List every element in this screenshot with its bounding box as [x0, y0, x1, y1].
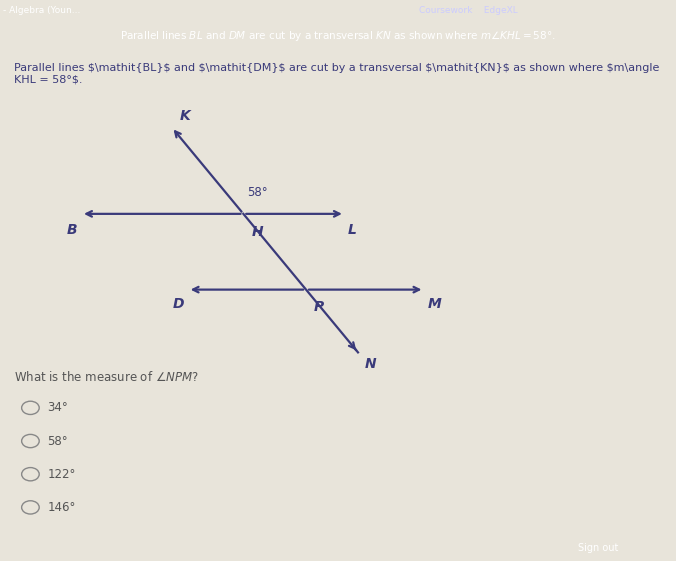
Text: P: P [314, 300, 324, 314]
Text: 122°: 122° [47, 468, 76, 481]
Text: K: K [180, 109, 191, 123]
Text: Sign out: Sign out [578, 542, 619, 553]
Text: L: L [348, 223, 357, 237]
Text: Parallel lines $\mathit{BL}$ and $\mathit{DM}$ are cut by a transversal $\mathit: Parallel lines $\mathit{BL}$ and $\mathi… [120, 29, 556, 43]
Text: 34°: 34° [47, 401, 68, 415]
Text: 146°: 146° [47, 501, 76, 514]
Text: - Algebra (Youn...: - Algebra (Youn... [3, 6, 80, 15]
Text: D: D [173, 297, 185, 311]
Text: B: B [67, 223, 78, 237]
Text: Coursework    EdgeXL: Coursework EdgeXL [419, 6, 518, 15]
Text: 58°: 58° [247, 186, 268, 199]
Text: 58°: 58° [47, 435, 68, 448]
Text: N: N [365, 357, 377, 371]
Text: H: H [251, 225, 263, 239]
Text: What is the measure of $\angle NPM$?: What is the measure of $\angle NPM$? [14, 370, 199, 384]
Text: Parallel lines $\mathit{BL}$ and $\mathit{DM}$ are cut by a transversal $\mathit: Parallel lines $\mathit{BL}$ and $\mathi… [14, 63, 659, 85]
Text: M: M [428, 297, 441, 311]
